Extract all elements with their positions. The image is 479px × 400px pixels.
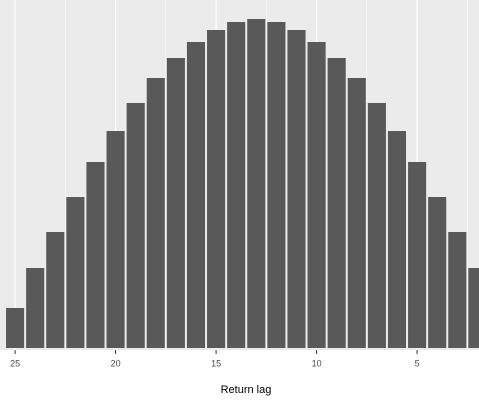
bar — [448, 232, 467, 348]
x-tick-label: 15 — [211, 358, 221, 368]
bar — [66, 197, 85, 348]
bar — [387, 131, 407, 348]
bar — [367, 103, 386, 348]
bar — [46, 232, 65, 348]
bar — [267, 22, 286, 348]
bar — [26, 268, 45, 348]
bar — [186, 42, 206, 348]
x-axis-title: Return lag — [221, 384, 272, 396]
bar — [106, 131, 125, 348]
bar — [247, 19, 266, 348]
bar — [428, 197, 447, 348]
bar — [327, 58, 346, 348]
bar — [6, 308, 25, 348]
x-tick-label: 20 — [111, 358, 121, 368]
x-tick-label: 25 — [10, 358, 20, 368]
bar — [126, 103, 145, 348]
x-tick-label: 5 — [415, 358, 420, 368]
bar — [86, 162, 105, 348]
bar — [408, 162, 427, 348]
bar — [207, 30, 226, 348]
bar — [227, 22, 246, 348]
bar — [347, 78, 366, 348]
bar — [468, 268, 479, 348]
x-tick-label: 10 — [312, 358, 322, 368]
bar — [166, 58, 185, 348]
bar — [287, 30, 306, 348]
bar — [146, 78, 165, 348]
bar — [307, 42, 326, 348]
